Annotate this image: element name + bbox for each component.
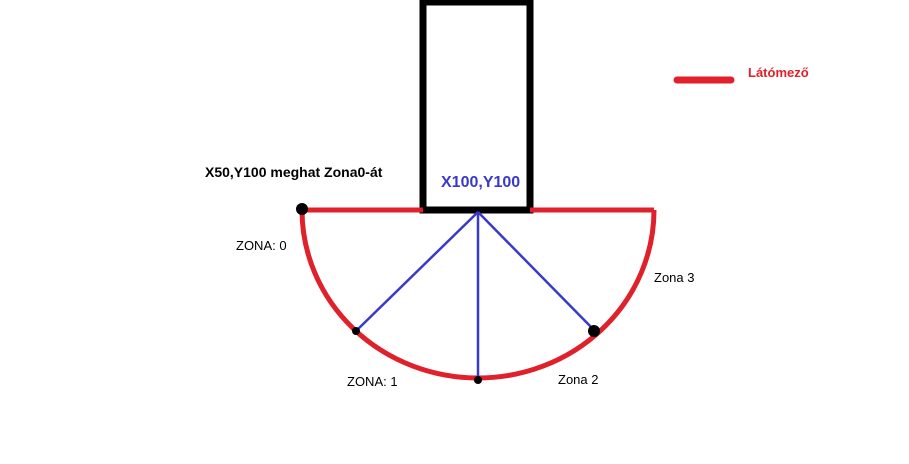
zone-ray-right: [477, 211, 595, 331]
zone1-label: ZONA: 1: [347, 374, 398, 389]
zone0-label: ZONA: 0: [236, 238, 287, 253]
zone-ray-left: [355, 211, 479, 332]
note-label: X50,Y100 meghat Zona0-át: [205, 164, 383, 180]
point-zone-boundary-3: [588, 325, 600, 337]
origin-label: X100,Y100: [441, 174, 520, 191]
zone3-label: Zona 3: [654, 270, 694, 285]
point-zone-boundary-2: [474, 376, 482, 384]
zone2-label: Zona 2: [558, 372, 598, 387]
legend-label: Látómező: [748, 65, 809, 80]
point-x50-y100: [296, 203, 308, 215]
sensor-body: [419, 0, 534, 214]
point-zone-boundary-1: [352, 327, 360, 335]
